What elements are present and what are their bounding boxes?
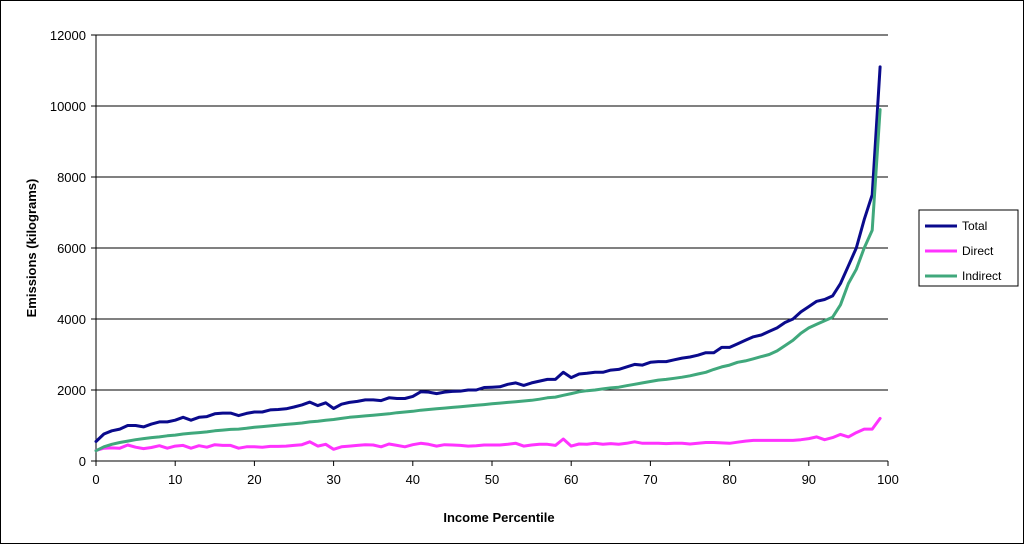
x-tick-label: 80 <box>722 472 736 487</box>
legend-label-direct: Direct <box>962 244 994 258</box>
x-tick-label: 40 <box>406 472 420 487</box>
x-tick-label: 0 <box>92 472 99 487</box>
y-tick-label: 12000 <box>50 28 86 43</box>
y-axis-title: Emissions (kilograms) <box>24 179 39 318</box>
y-tick-label: 2000 <box>57 383 86 398</box>
x-tick-label: 30 <box>326 472 340 487</box>
legend-label-total: Total <box>962 219 987 233</box>
x-axis-ticks: 0 10 20 30 40 50 60 70 80 90 100 <box>92 461 899 487</box>
x-tick-label: 50 <box>485 472 499 487</box>
y-tick-label: 0 <box>79 454 86 469</box>
y-tick-label: 4000 <box>57 312 86 327</box>
x-tick-label: 10 <box>168 472 182 487</box>
legend-box <box>918 209 1019 287</box>
x-tick-label: 60 <box>564 472 578 487</box>
series-lines <box>94 65 882 453</box>
gridlines <box>96 34 888 391</box>
series-line-total <box>94 65 882 443</box>
legend: Total Direct Indirect <box>918 209 1019 287</box>
x-tick-label: 90 <box>802 472 816 487</box>
legend-label-indirect: Indirect <box>962 269 1002 283</box>
y-tick-label: 10000 <box>50 99 86 114</box>
x-tick-label: 20 <box>247 472 261 487</box>
y-tick-label: 8000 <box>57 170 86 185</box>
x-tick-label: 70 <box>643 472 657 487</box>
x-axis-title: Income Percentile <box>443 510 554 525</box>
x-tick-label: 100 <box>877 472 899 487</box>
series-line-direct <box>94 416 882 452</box>
y-tick-label: 6000 <box>57 241 86 256</box>
y-axis-ticks: 0 2000 4000 6000 8000 10000 12000 <box>50 28 96 469</box>
series-line-indirect <box>94 108 882 453</box>
